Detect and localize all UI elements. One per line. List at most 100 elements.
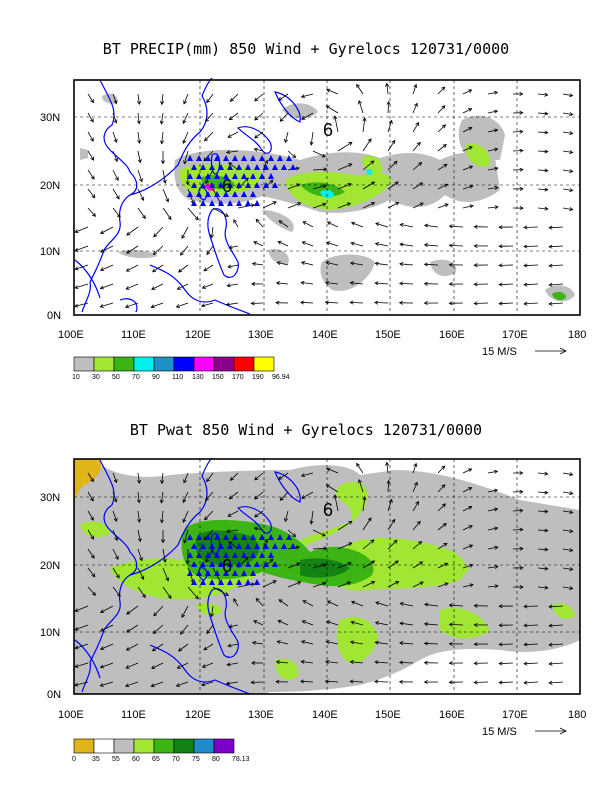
wind-vector: [125, 681, 139, 687]
wind-vector-head: [374, 300, 379, 305]
wind-vector-head: [126, 231, 131, 236]
wind-vector: [87, 548, 95, 559]
wind-vector: [499, 283, 514, 285]
wind-vector: [254, 131, 264, 139]
wind-vector: [228, 624, 239, 628]
lon-label: 140E: [312, 709, 338, 721]
wind-vector: [437, 542, 448, 550]
wind-vector-head: [468, 468, 473, 473]
colorbar-label: 70: [132, 374, 140, 381]
wind-vector-head: [469, 184, 474, 189]
wind-vector: [203, 150, 214, 161]
wind-vector: [100, 264, 114, 271]
wind-vector: [512, 150, 523, 152]
wind-vector: [327, 221, 339, 228]
wind-vector: [437, 163, 448, 171]
gyre-marker-2: 6: [222, 556, 232, 576]
wind-vector: [227, 662, 239, 666]
wind-vector: [412, 541, 422, 550]
wind-vector: [424, 603, 439, 607]
wind-vector-head: [325, 640, 330, 645]
wind-vector-head: [347, 183, 352, 187]
wind-vector: [562, 472, 573, 476]
wind-vector-head: [519, 565, 524, 570]
lat-label: 20N: [40, 180, 60, 192]
wind-vector: [301, 112, 314, 120]
wind-vector: [284, 131, 289, 143]
wind-vector: [387, 160, 398, 171]
wind-vector: [180, 245, 189, 256]
wind-vector: [300, 680, 314, 683]
wind-vector-head: [183, 539, 188, 544]
lon-label: 140E: [312, 329, 338, 341]
wind-vector-head: [279, 117, 284, 122]
wind-vector-head: [548, 623, 553, 628]
wind-vector-head: [284, 138, 288, 144]
wind-vector: [87, 567, 96, 578]
wind-vector: [161, 510, 164, 523]
wind-vector-head: [468, 487, 473, 491]
wind-vector-head: [275, 679, 280, 684]
wind-vector: [201, 302, 214, 307]
wind-vector-head: [498, 623, 503, 628]
wind-vector: [387, 499, 393, 512]
wind-vector-head: [136, 499, 141, 504]
wind-vector-head: [548, 225, 553, 230]
wind-vector: [437, 523, 447, 531]
wind-vector-head: [473, 301, 478, 306]
wind-vector: [87, 472, 94, 482]
wind-vector-head: [204, 137, 209, 142]
track-triangle: [241, 534, 247, 540]
wind-vector: [183, 150, 189, 164]
wind-vector-head: [441, 484, 446, 489]
lon-label: 130E: [248, 329, 274, 341]
wind-vector: [161, 472, 164, 484]
wind-vector-head: [209, 613, 215, 618]
wind-vector-head: [253, 241, 258, 245]
wind-vector: [462, 127, 472, 133]
wind-vector-head: [181, 234, 186, 239]
wind-vector-head: [348, 542, 353, 547]
wind-vector: [153, 226, 164, 238]
wind-vector-head: [544, 92, 549, 97]
wind-vector-head: [519, 129, 524, 134]
track-triangle: [205, 552, 211, 558]
wind-vector: [537, 529, 548, 532]
wind-vector-head: [423, 223, 429, 228]
wind-vector-head: [519, 91, 524, 96]
wind-vector-head: [200, 303, 206, 308]
wind-vector-head: [473, 282, 478, 287]
wind-vector: [100, 283, 114, 289]
wind-vector: [487, 129, 498, 133]
wind-vector-head: [301, 241, 306, 245]
wind-vector-head: [225, 681, 230, 686]
wind-vector-head: [468, 506, 473, 510]
wind-vector: [228, 162, 239, 171]
wind-vector: [375, 661, 389, 664]
wind-vector-head: [349, 281, 354, 286]
wind-vector: [524, 624, 539, 626]
track-triangle: [236, 164, 242, 170]
wind-vector: [375, 622, 389, 626]
wind-vector: [412, 142, 421, 152]
wind-vector: [301, 282, 314, 285]
wind-vector-head: [89, 497, 94, 502]
wind-vector: [437, 86, 445, 95]
wind-vector-head: [544, 206, 549, 211]
wind-vector: [437, 465, 445, 474]
wind-vector: [151, 302, 164, 308]
wind-vector: [387, 120, 393, 133]
wind-vector: [87, 207, 96, 217]
wind-vector: [337, 183, 352, 190]
wind-vector: [278, 599, 289, 607]
wind-vector-head: [348, 520, 353, 525]
wind-vector: [100, 643, 114, 650]
wind-vector: [362, 138, 372, 152]
wind-vector: [549, 605, 564, 608]
colorbar-label: 75: [192, 756, 200, 763]
wind-vector-head: [519, 206, 524, 211]
wind-vector: [153, 245, 164, 255]
wind-vector-head: [136, 479, 142, 485]
wind-vector: [137, 567, 144, 580]
lon-label: 170E: [502, 709, 528, 721]
